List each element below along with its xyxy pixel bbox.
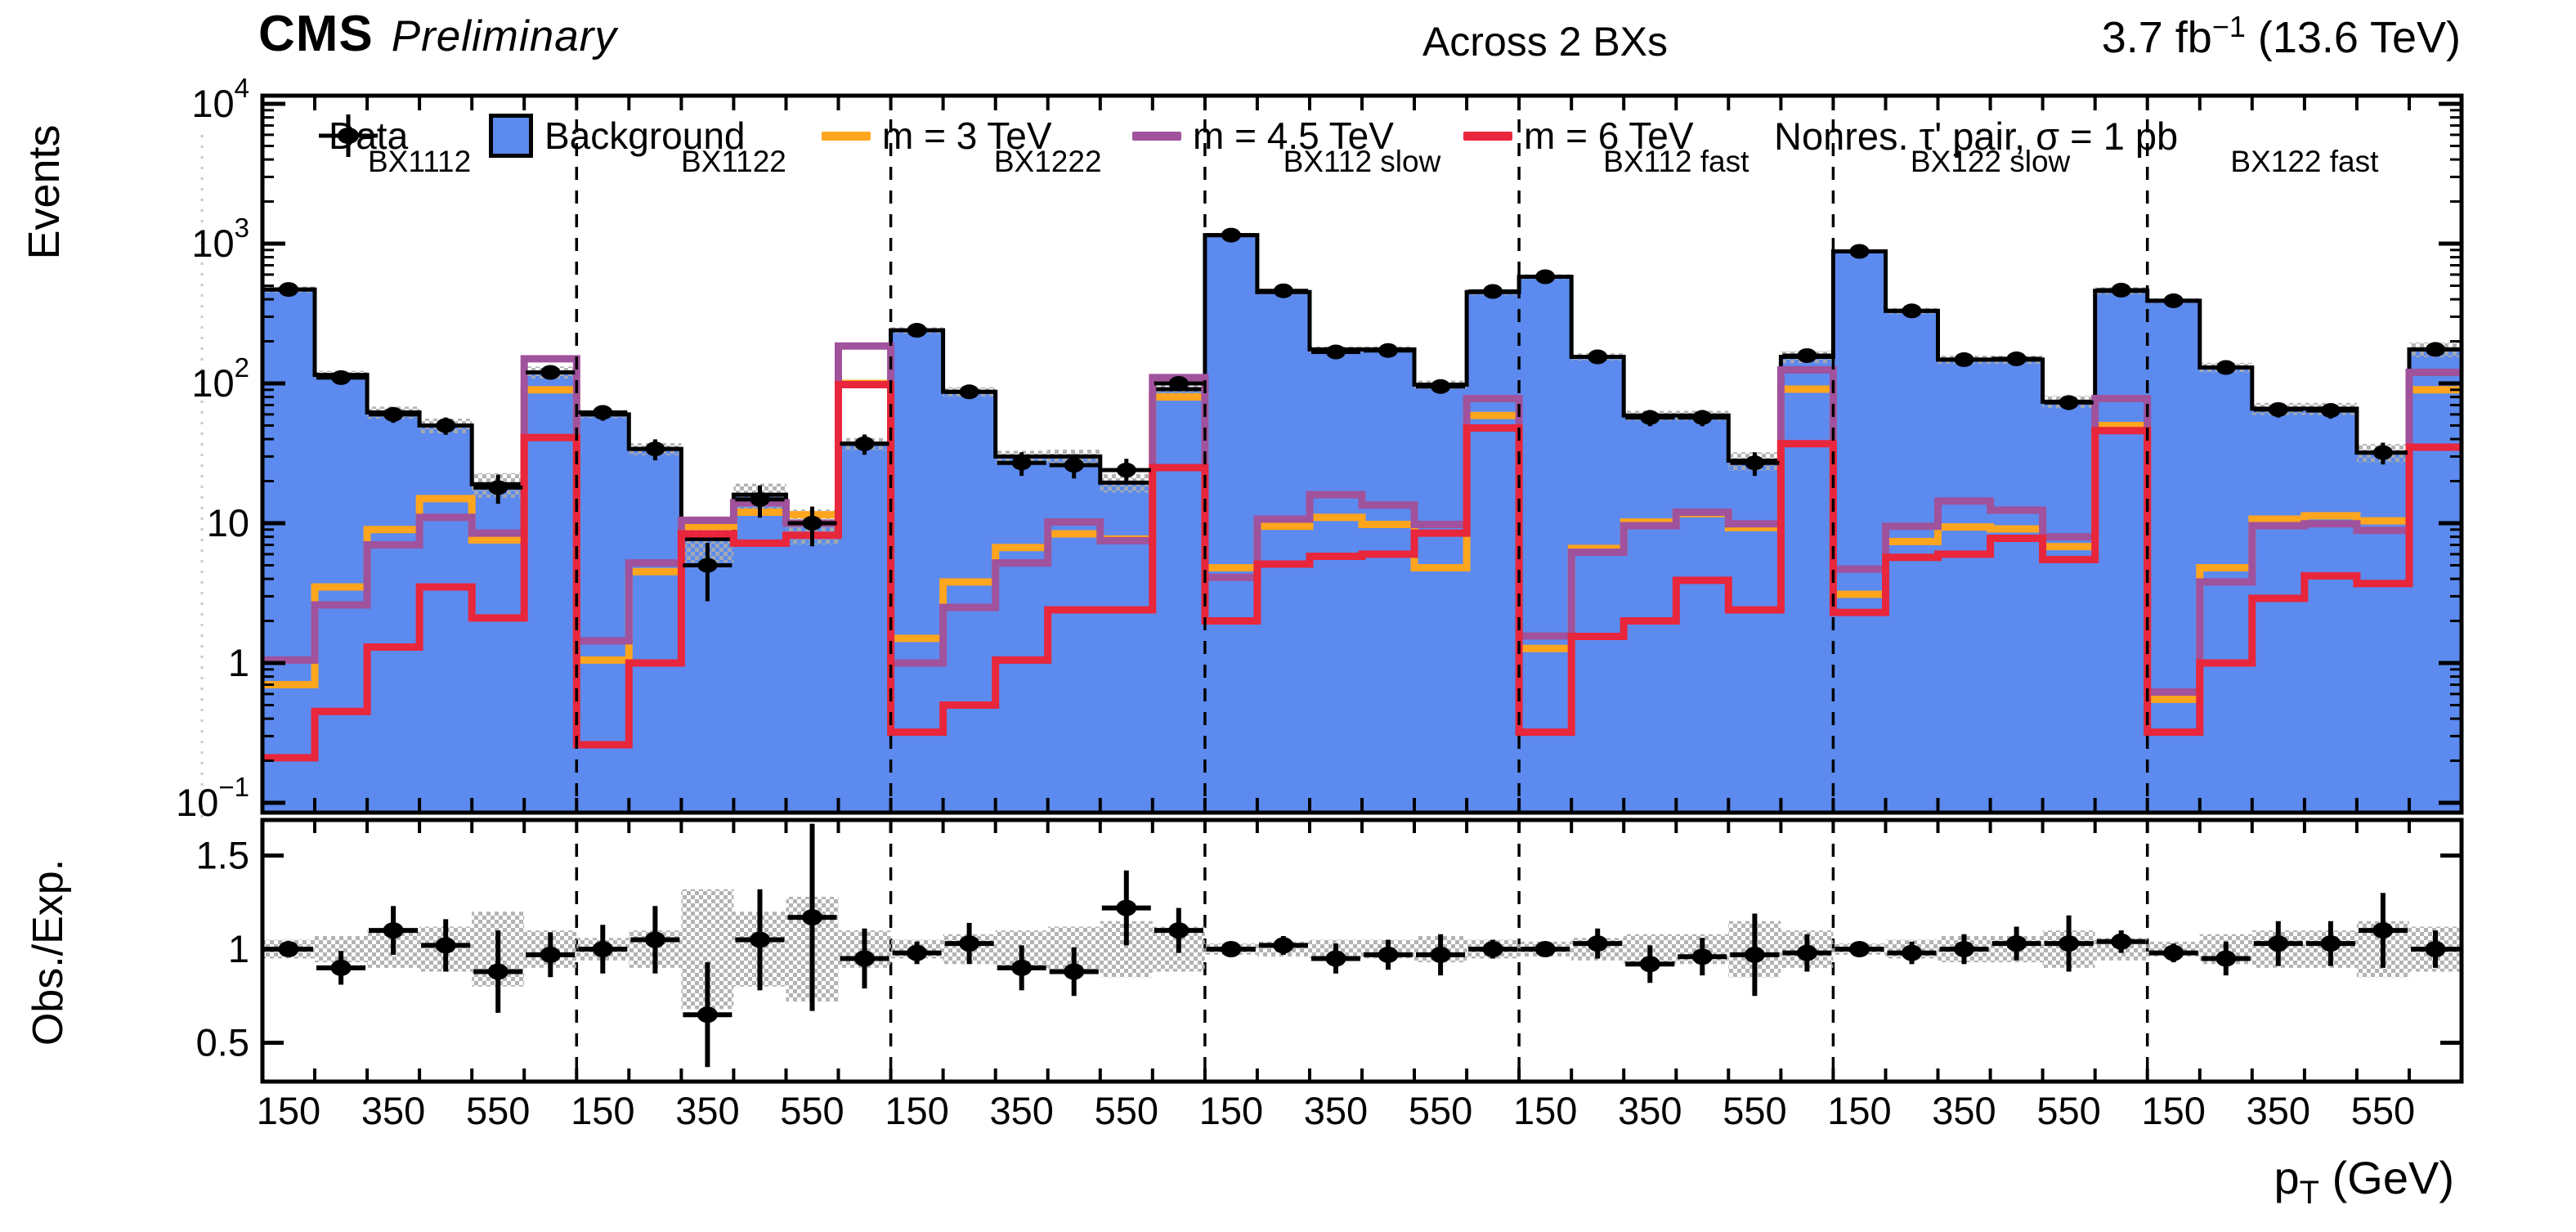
legend-item-data: Data (317, 113, 408, 159)
x-tick-label: 150 (1199, 1089, 1263, 1132)
pt-subscript: T (2299, 1175, 2320, 1212)
lumi-value: 3.7 fb (2101, 13, 2212, 62)
x-tick-label: 150 (885, 1089, 948, 1132)
x-tick-label: 150 (1513, 1089, 1577, 1132)
y-tick-label: 104 (191, 73, 249, 125)
y-tick-label: 102 (191, 352, 249, 405)
legend-label-background: Background (544, 114, 746, 157)
x-tick-label: 550 (780, 1089, 844, 1132)
pt-symbol: p (2274, 1152, 2300, 1203)
x-tick-label: 350 (1304, 1089, 1368, 1132)
legend-item-background: Background (489, 113, 746, 159)
m45-swatch (1132, 131, 1181, 141)
y-tick-label: 10 (207, 501, 249, 544)
ratio-tick-label: 0.5 (196, 1021, 249, 1064)
region-label: BX112 slow (1284, 145, 1441, 178)
data-points (264, 227, 2460, 602)
x-tick-label: 150 (1827, 1089, 1891, 1132)
legend-label-m3: m = 3 TeV (882, 114, 1052, 157)
x-tick-label: 550 (1409, 1089, 1472, 1132)
background-swatch (489, 114, 533, 158)
data-marker-icon (319, 114, 378, 157)
x-tick-label: 350 (2247, 1089, 2310, 1132)
lumi-exponent: −1 (2211, 10, 2246, 43)
x-tick-label: 550 (466, 1089, 530, 1132)
cms-logo-text: CMS (258, 6, 374, 62)
x-tick-label: 550 (1723, 1089, 1786, 1132)
signal-m6-line (262, 381, 2462, 762)
pt-units: (GeV) (2319, 1152, 2454, 1203)
signal-note-label: Nonres. τ' pair, σ = 1 pb (1774, 114, 2179, 158)
x-tick-label: 350 (1932, 1089, 1996, 1132)
x-tick-label: 550 (1095, 1089, 1158, 1132)
x-tick-label: 150 (571, 1089, 634, 1132)
x-axis-title: pT (GeV) (2274, 1151, 2454, 1212)
y-tick-label: 1 (228, 641, 249, 684)
legend-item-m3: m = 3 TeV (822, 113, 1052, 159)
region-label: BX1222 (994, 145, 1102, 178)
preliminary-label: Preliminary (391, 12, 617, 60)
region-label: BX112 fast (1603, 145, 1749, 178)
x-tick-label: 350 (361, 1089, 425, 1132)
region-label: BX122 slow (1911, 145, 2071, 178)
legend-item-m45: m = 4.5 TeV (1132, 113, 1394, 159)
experiment-title: CMS Preliminary (258, 5, 617, 63)
y-tick-label: 10−1 (176, 772, 249, 824)
m3-swatch (822, 131, 871, 141)
selection-title: Across 2 BXs (1422, 19, 1669, 65)
x-tick-label: 350 (1618, 1089, 1682, 1132)
ratio-points (264, 823, 2460, 1068)
energy-label: (13.6 TeV) (2245, 13, 2461, 62)
legend-label-m6: m = 6 TeV (1524, 114, 1694, 157)
region-label: BX122 fast (2230, 145, 2379, 178)
ratio-tick-label: 1 (228, 927, 249, 970)
legend-label-m45: m = 4.5 TeV (1193, 114, 1394, 157)
x-tick-label: 150 (2141, 1089, 2205, 1132)
m6-swatch (1463, 131, 1512, 141)
region-label: BX1112 (368, 145, 471, 178)
y-axis-title: Events (20, 124, 69, 259)
signal-note: Nonres. τ' pair, σ = 1 pb (1774, 113, 2178, 159)
x-tick-label: 550 (2351, 1089, 2415, 1132)
region-label: BX1122 (681, 145, 786, 178)
ratio-axis-title: Obs./Exp. (25, 859, 72, 1046)
y-tick-label: 103 (191, 213, 249, 265)
ratio-tick-label: 1.5 (196, 834, 249, 877)
luminosity-label: 3.7 fb−1 (13.6 TeV) (2102, 10, 2461, 63)
x-tick-label: 550 (2036, 1089, 2100, 1132)
legend-item-m6: m = 6 TeV (1463, 113, 1694, 159)
x-tick-label: 350 (675, 1089, 739, 1132)
x-tick-label: 350 (989, 1089, 1053, 1132)
x-tick-label: 150 (257, 1089, 320, 1132)
